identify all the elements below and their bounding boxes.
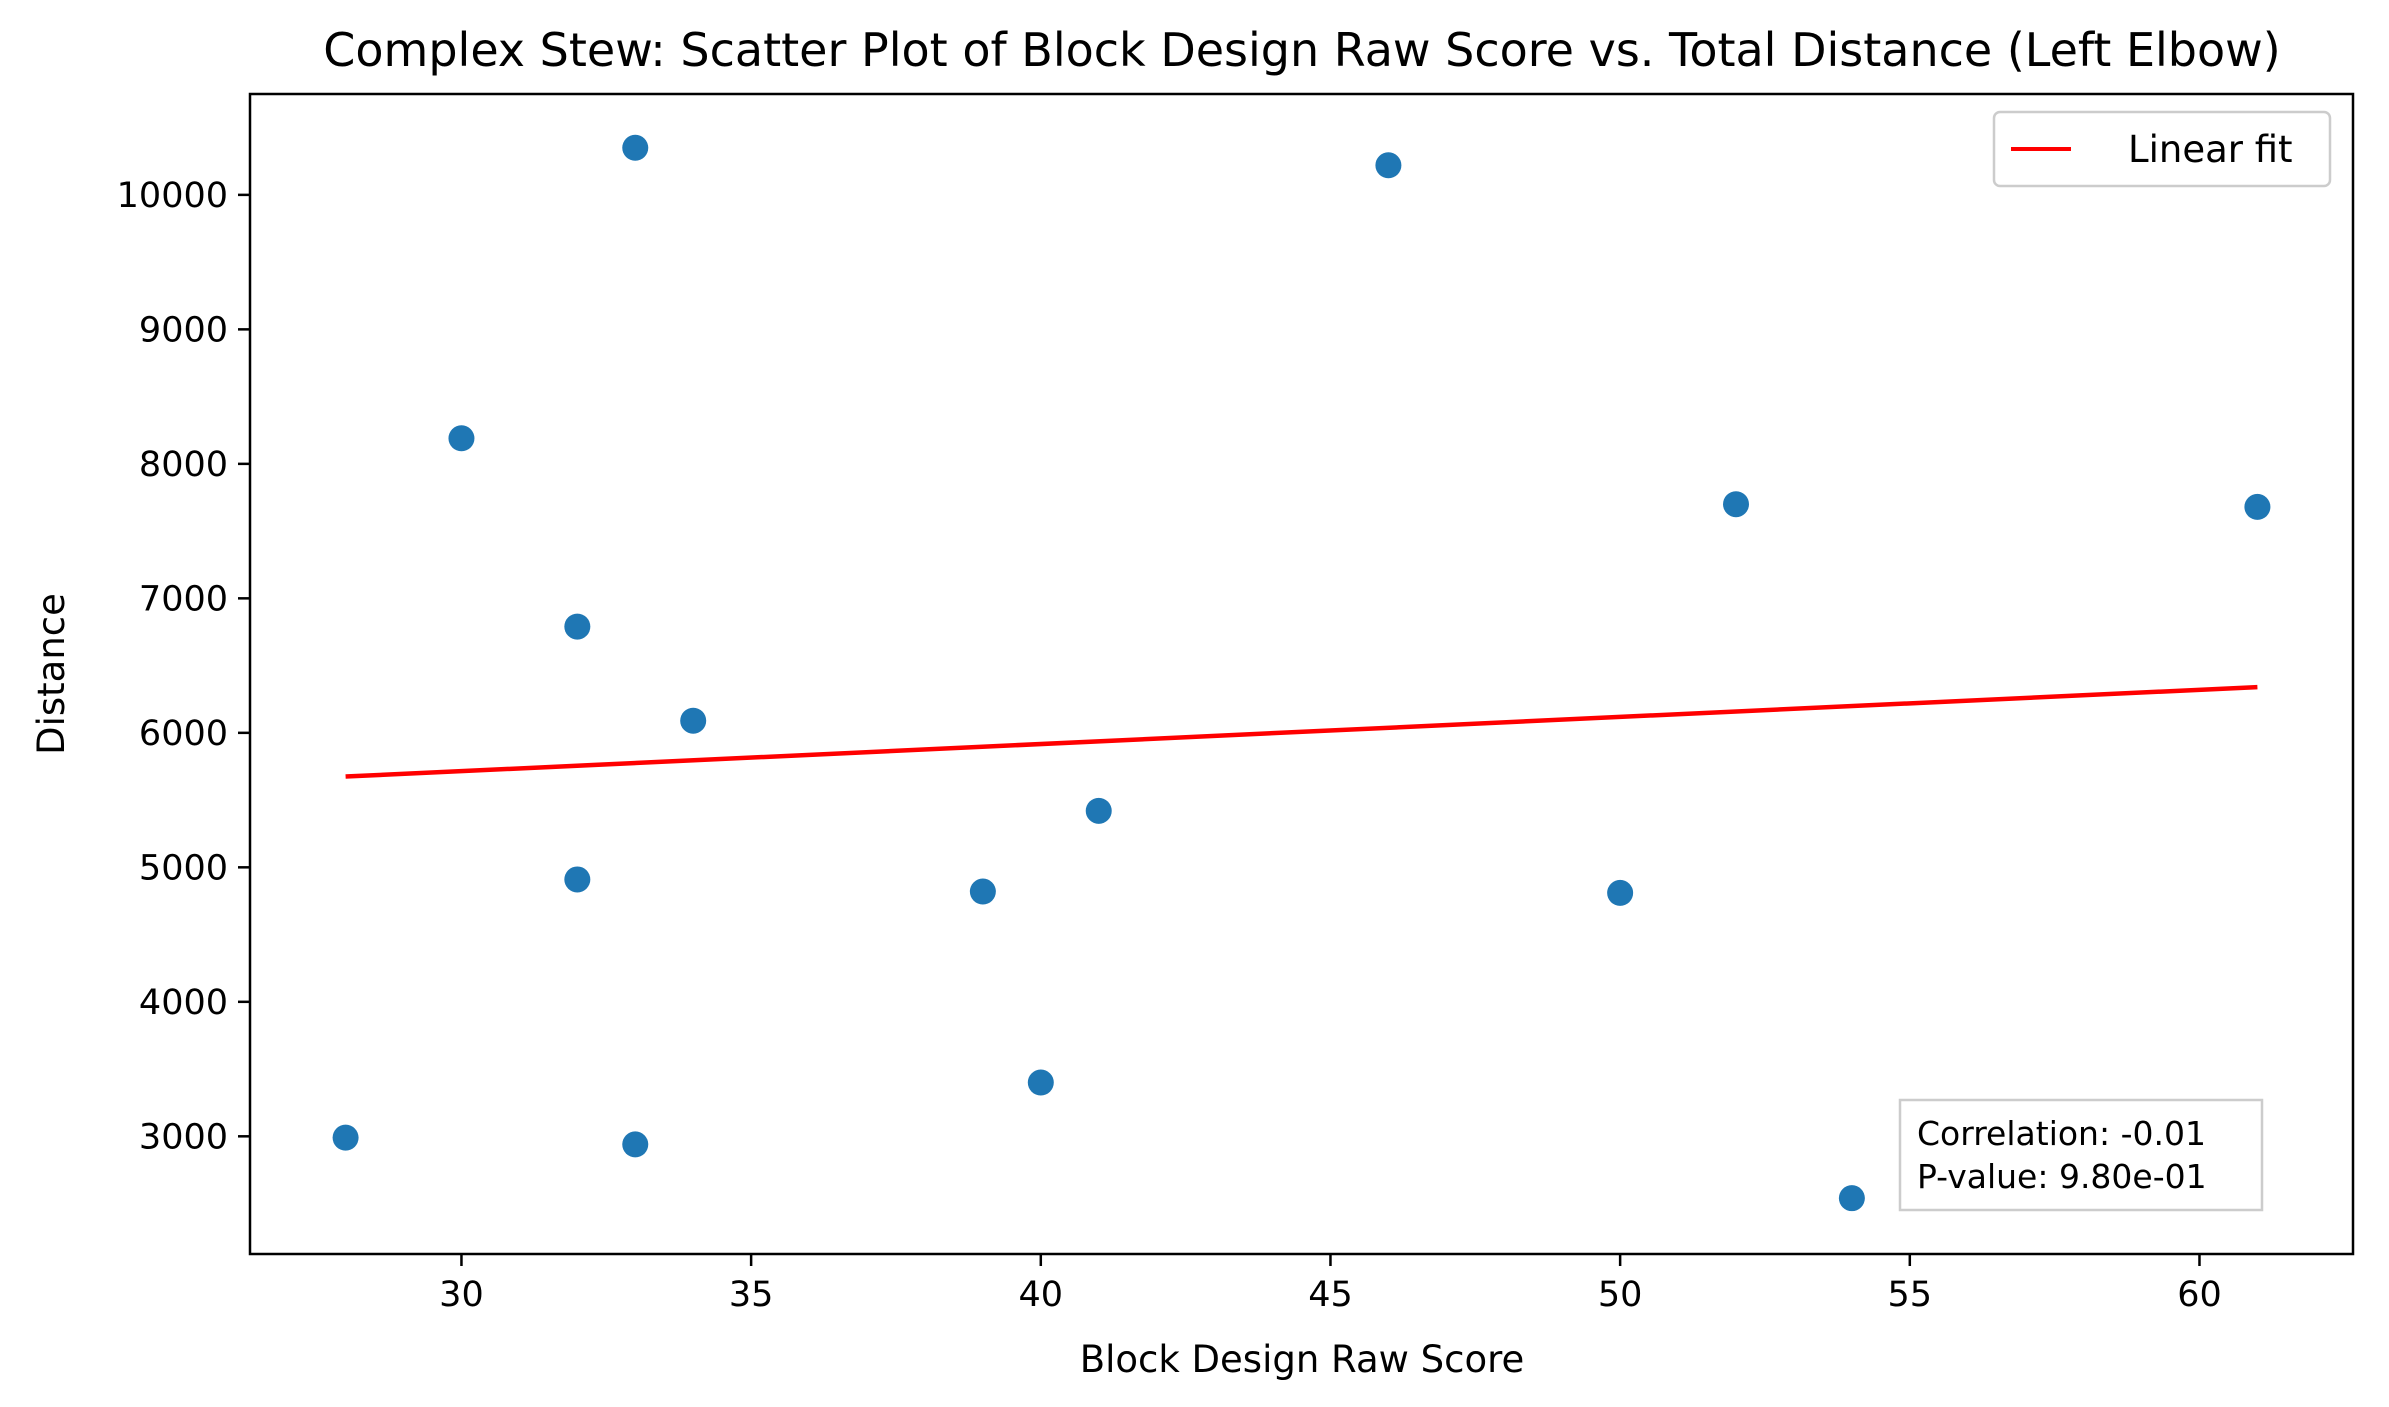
data-point [1838,1185,1865,1212]
legend-label-linear-fit: Linear fit [2128,128,2293,171]
x-tick-label: 30 [439,1275,484,1315]
y-tick-label: 10000 [117,176,228,216]
data-point [1375,152,1402,179]
data-point [1085,797,1112,824]
data-point [1723,491,1750,518]
x-tick-label: 55 [1888,1275,1933,1315]
chart-title: Complex Stew: Scatter Plot of Block Desi… [323,23,2280,77]
x-axis-label: Block Design Raw Score [1080,1338,1525,1381]
x-tick-label: 60 [2177,1275,2222,1315]
data-point [1607,879,1634,906]
y-tick-label: 8000 [139,445,228,485]
x-tick-label: 45 [1308,1275,1353,1315]
plot-area [248,92,2355,1256]
p-value-text: P-value: 9.80e-01 [1917,1157,2207,1196]
stats-annotation: Correlation: -0.01 P-value: 9.80e-01 [1898,1098,2264,1212]
data-point [622,1131,649,1158]
stats-annotation-box [1898,1098,2264,1212]
data-point [332,1124,359,1151]
legend: Linear fit [1992,110,2332,188]
y-tick-label: 7000 [139,579,228,619]
series-layer [332,134,2271,1212]
data-point [564,613,591,640]
data-point [1027,1069,1054,1096]
data-point [448,425,475,452]
y-tick-label: 9000 [139,310,228,350]
y-tick-label: 3000 [139,1117,228,1157]
data-point [2244,493,2271,520]
linear-fit-line [345,684,2258,779]
y-tick-label: 4000 [139,983,228,1023]
legend-box [1992,110,2332,188]
data-point [564,866,591,893]
y-axis: 3000 4000 5000 6000 7000 8000 9000 10000 [117,176,250,1157]
x-tick-label: 40 [1019,1275,1064,1315]
data-point [680,707,707,734]
y-tick-label: 6000 [139,714,228,754]
x-tick-label: 50 [1598,1275,1643,1315]
data-point [969,878,996,905]
correlation-text: Correlation: -0.01 [1917,1114,2206,1153]
x-axis: 30 35 40 45 50 55 60 [439,1254,2222,1315]
y-tick-label: 5000 [139,848,228,888]
data-point [622,134,649,161]
x-tick-label: 35 [729,1275,774,1315]
y-axis-label: Distance [30,593,73,755]
